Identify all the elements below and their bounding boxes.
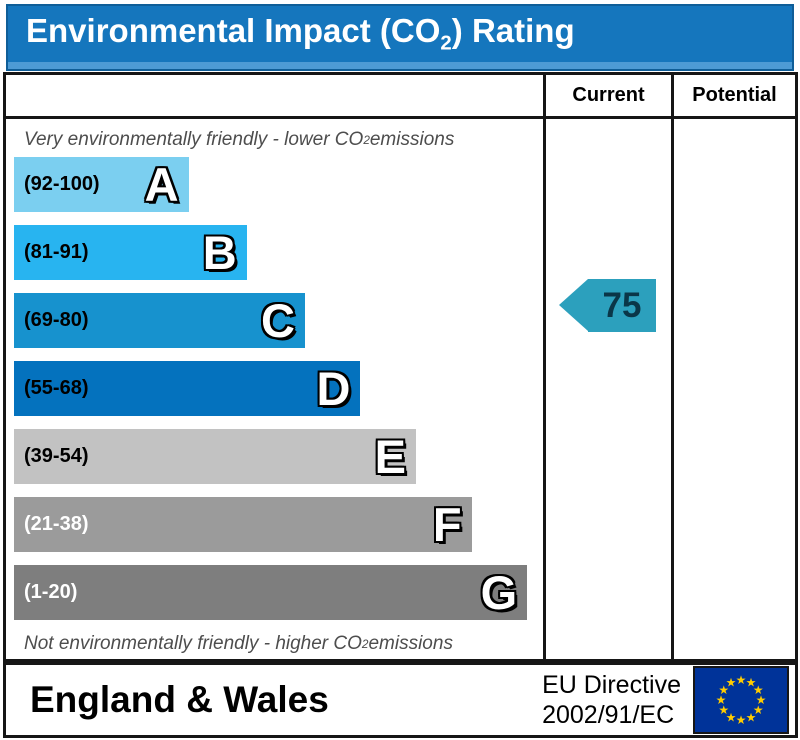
band-range-label: (92-100)	[24, 173, 100, 195]
rating-table: Current Potential Very environmentally f…	[3, 72, 798, 662]
footer-bar: England & Wales EU Directive 2002/91/EC …	[3, 662, 798, 738]
table-header-row: Current Potential	[6, 75, 795, 119]
band-letter: F	[432, 498, 462, 551]
bottom-scale-note-post: emissions	[368, 633, 453, 654]
band-row: (69-80) C	[14, 293, 543, 348]
band-letter: C	[260, 294, 295, 347]
top-scale-note-post: emissions	[369, 129, 455, 150]
table-body-row: Very environmentally friendly - lower CO…	[6, 119, 795, 659]
svg-text:★: ★	[718, 683, 729, 697]
top-scale-note-subscript: 2	[363, 133, 370, 147]
svg-text:★: ★	[716, 693, 727, 707]
band-bar: (39-54) E	[14, 429, 417, 484]
band-range-label: (1-20)	[24, 581, 78, 603]
chart-title: Environmental Impact (CO2) Rating	[26, 12, 575, 56]
band-bar: (1-20) G	[14, 565, 528, 620]
band-row: (1-20) G	[14, 565, 543, 620]
arrow-left-icon	[559, 279, 588, 331]
band-letter: A	[144, 158, 179, 211]
current-column-header: Current	[543, 75, 671, 116]
eu-directive-line1: EU Directive	[542, 671, 681, 699]
svg-text:★: ★	[736, 673, 747, 687]
top-scale-note-pre: Very environmentally friendly - lower CO	[24, 129, 364, 150]
band-letter: E	[374, 430, 407, 483]
band-range-label: (81-91)	[24, 241, 89, 263]
chart-title-pre: Environmental Impact (CO	[26, 12, 441, 50]
bands-container: (92-100) A (81-91) B (69-80) C (55-68) D…	[14, 157, 543, 620]
band-letter: B	[202, 226, 237, 279]
band-range-label: (21-38)	[24, 513, 89, 535]
rating-scale-area: Very environmentally friendly - lower CO…	[6, 119, 543, 659]
band-range-label: (39-54)	[24, 445, 89, 467]
chart-title-post: ) Rating	[451, 12, 575, 50]
svg-text:★: ★	[726, 710, 737, 724]
potential-column-header: Potential	[671, 75, 795, 116]
title-bar-bottom-edge	[6, 62, 794, 71]
chart-title-bar: Environmental Impact (CO2) Rating	[6, 4, 794, 62]
band-range-label: (69-80)	[24, 309, 89, 331]
current-column: 75	[543, 119, 671, 659]
svg-text:★: ★	[746, 676, 757, 690]
band-row: (39-54) E	[14, 429, 543, 484]
band-letter: D	[316, 362, 351, 415]
eu-directive-label: EU Directive 2002/91/EC	[542, 670, 681, 730]
chart-title-subscript: 2	[440, 31, 452, 55]
potential-column	[671, 119, 795, 659]
region-label: England & Wales	[30, 679, 329, 720]
svg-text:★: ★	[746, 710, 757, 724]
band-row: (81-91) B	[14, 225, 543, 280]
band-letter: G	[480, 566, 518, 619]
svg-text:★: ★	[753, 683, 764, 697]
eu-directive-line2: 2002/91/EC	[542, 701, 675, 729]
band-bar: (81-91) B	[14, 225, 247, 280]
band-bar: (69-80) C	[14, 293, 305, 348]
bottom-scale-note-subscript: 2	[361, 637, 369, 651]
header-cell-empty	[6, 75, 543, 116]
svg-text:★: ★	[726, 676, 737, 690]
band-range-label: (55-68)	[24, 377, 89, 399]
band-row: (21-38) F	[14, 497, 543, 552]
eu-flag-icon: ★ ★ ★ ★ ★ ★ ★ ★ ★ ★ ★ ★	[693, 666, 789, 734]
svg-text:★: ★	[753, 703, 764, 717]
svg-text:★: ★	[718, 703, 729, 717]
band-bar: (92-100) A	[14, 157, 189, 212]
top-scale-note: Very environmentally friendly - lower CO…	[14, 125, 543, 155]
band-row: (92-100) A	[14, 157, 543, 212]
current-rating-value: 75	[588, 279, 656, 332]
bottom-scale-note: Not environmentally friendly - higher CO…	[14, 629, 543, 659]
band-bar: (55-68) D	[14, 361, 361, 416]
bottom-scale-note-pre: Not environmentally friendly - higher CO	[24, 633, 362, 654]
svg-text:★: ★	[756, 693, 767, 707]
band-bar: (21-38) F	[14, 497, 472, 552]
current-rating-marker: 75	[559, 279, 656, 332]
band-row: (55-68) D	[14, 361, 543, 416]
svg-text:★: ★	[736, 713, 747, 727]
